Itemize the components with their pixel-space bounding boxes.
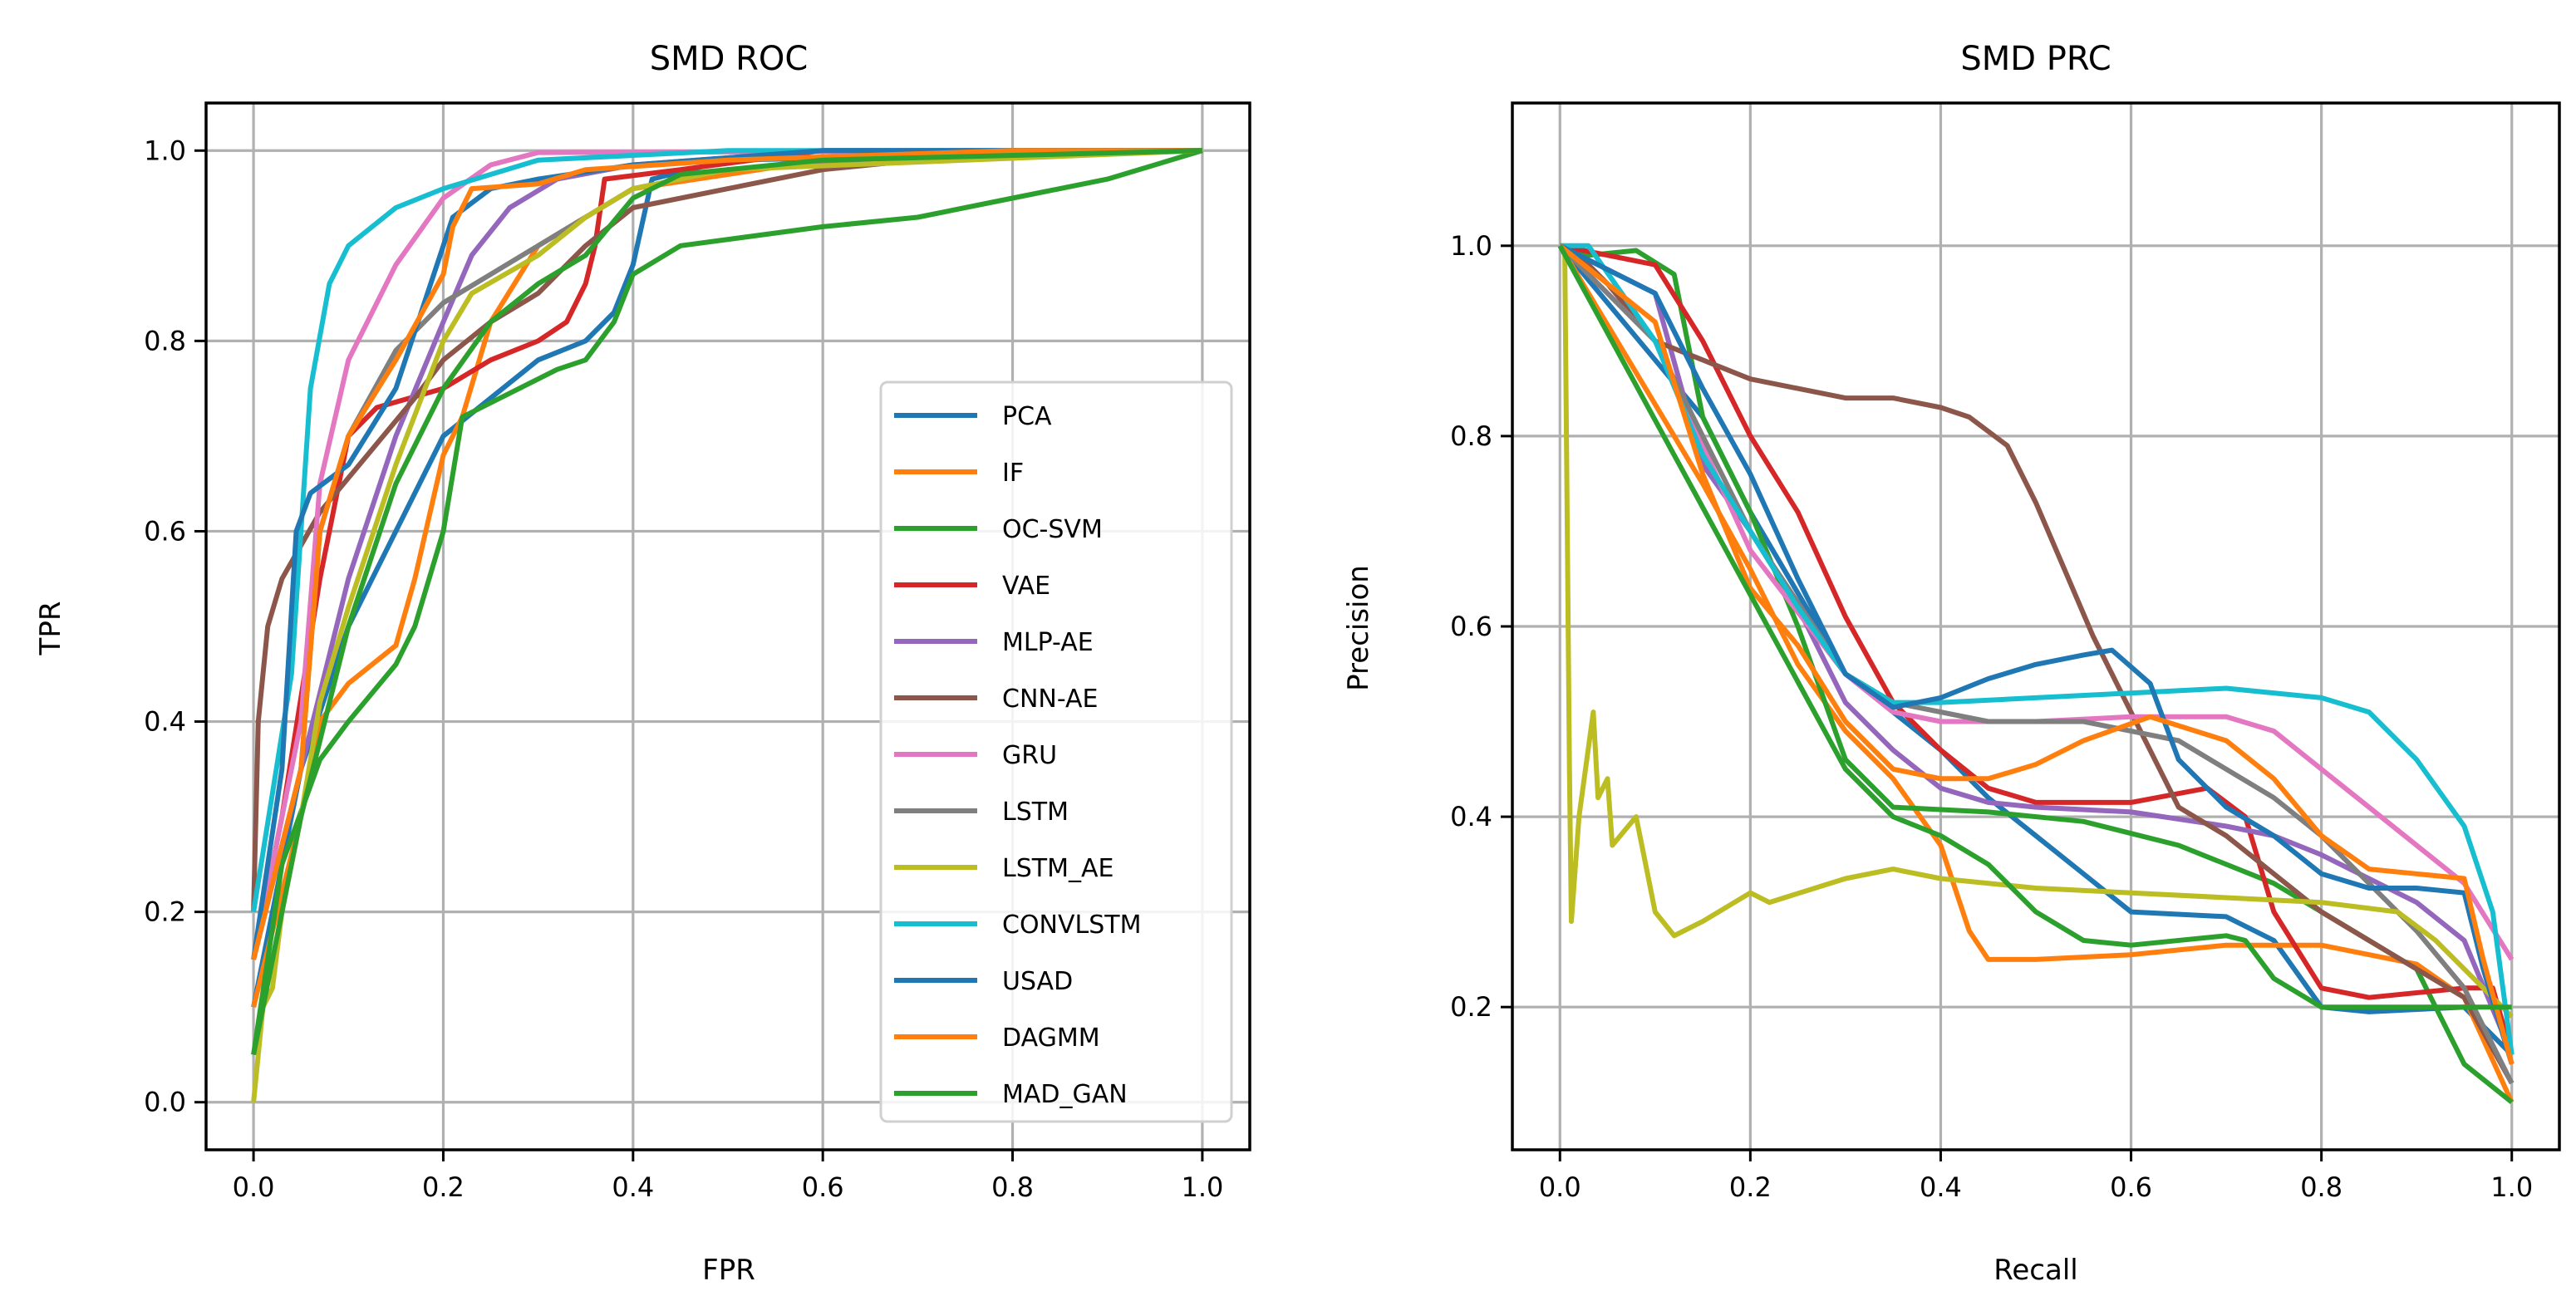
y-tick-label: 1.0 — [144, 135, 186, 166]
series-line-gru — [1558, 243, 2515, 961]
series-line-vae — [1559, 243, 2515, 1056]
y-tick-label: 1.0 — [1450, 230, 1492, 262]
legend-label: IF — [1002, 459, 1024, 488]
legend-label: CNN-AE — [1002, 685, 1098, 714]
y-tick-label: 0.6 — [1450, 611, 1492, 642]
series-line-convlstm — [251, 148, 1202, 913]
x-tick-label: 0.8 — [991, 1171, 1034, 1203]
x-tick-label: 0.6 — [802, 1171, 844, 1203]
prc-title: SMD PRC — [1960, 40, 2111, 78]
legend-box — [879, 380, 1233, 1123]
x-tick-label: 0.2 — [422, 1171, 465, 1203]
y-tick-label: 0.6 — [144, 515, 186, 547]
series-lines — [251, 148, 1203, 1102]
series-line-dagmm — [1558, 243, 2515, 1065]
y-tick-label: 0.2 — [1450, 991, 1492, 1023]
roc-title: SMD ROC — [650, 40, 809, 78]
x-tick-label: 0.0 — [233, 1171, 275, 1203]
axes-frame — [1511, 101, 2561, 1151]
y-tick-label: 0.8 — [144, 325, 186, 356]
series-line-lstm-ae — [1560, 243, 2514, 1019]
legend-label: MLP-AE — [1002, 628, 1094, 657]
series-lines — [1557, 243, 2515, 1105]
x-tick-label: 0.6 — [2110, 1171, 2152, 1203]
prc-plot: SMD PRC Recall Precision 0.0 0.2 0.4 0.6 0.8… — [1342, 40, 2561, 1287]
legend-label: OC-SVM — [1002, 515, 1103, 544]
series-line-if — [1557, 244, 2515, 1103]
prc-xlabel: Recall — [1993, 1254, 2077, 1287]
legend-label: LSTM — [1002, 798, 1069, 827]
x-tick-label: 1.0 — [1181, 1171, 1223, 1203]
x-tick-label: 0.0 — [1539, 1171, 1581, 1203]
x-tick-label: 0.8 — [2300, 1171, 2342, 1203]
x-tick-label: 0.4 — [612, 1171, 654, 1203]
prc-ylabel: Precision — [1342, 565, 1375, 691]
roc-ylabel: TPR — [34, 601, 67, 656]
series-line-cnn-ae — [1558, 243, 2515, 1085]
y-tick-label: 0.8 — [1450, 420, 1492, 452]
roc-plot: SMD ROC FPR TPR 0.0 0.2 0.4 0.6 0.8 1.0 0.0 0.2… — [34, 40, 1251, 1287]
series-line-oc-svm — [1559, 243, 2514, 1105]
roc-xlabel: FPR — [702, 1254, 755, 1287]
legend-label: DAGMM — [1002, 1024, 1100, 1053]
legend-label: PCA — [1002, 402, 1052, 431]
series-line-convlstm — [1560, 243, 2515, 1055]
y-tick-label: 0.4 — [144, 706, 186, 738]
legend: PCA IF OC-SVM VAE MLP-AE CNN-AE GRU LSTM LSTM_AE… — [879, 380, 1233, 1123]
legend-label: MAD_GAN — [1002, 1080, 1128, 1109]
legend-label: GRU — [1002, 741, 1057, 770]
series-line-gru — [251, 148, 1202, 960]
x-tick-label: 0.2 — [1729, 1171, 1772, 1203]
series-line-mad-gan — [251, 148, 1202, 1056]
series-line-vae — [251, 148, 1202, 960]
legend-label: CONVLSTM — [1002, 911, 1142, 940]
axes-frame — [204, 101, 1251, 1151]
series-line-usad — [1558, 243, 2515, 1065]
legend-label: VAE — [1002, 572, 1050, 601]
series-line-mad-gan — [1557, 244, 2512, 1010]
legend-label: USAD — [1002, 967, 1073, 996]
series-line-oc-svm — [251, 148, 1203, 1055]
y-tick-label: 0.4 — [1450, 801, 1492, 832]
series-line-mlp-ae — [1558, 243, 2515, 1056]
x-tick-label: 0.4 — [1920, 1171, 1962, 1203]
x-tick-label: 1.0 — [2490, 1171, 2533, 1203]
series-line-dagmm — [251, 148, 1202, 960]
y-tick-label: 0.0 — [144, 1087, 186, 1118]
y-tick-label: 0.2 — [144, 896, 186, 928]
series-line-lstm-ae — [251, 148, 1203, 1102]
series-line-pca — [1557, 243, 2514, 1057]
legend-label: LSTM_AE — [1002, 854, 1113, 883]
